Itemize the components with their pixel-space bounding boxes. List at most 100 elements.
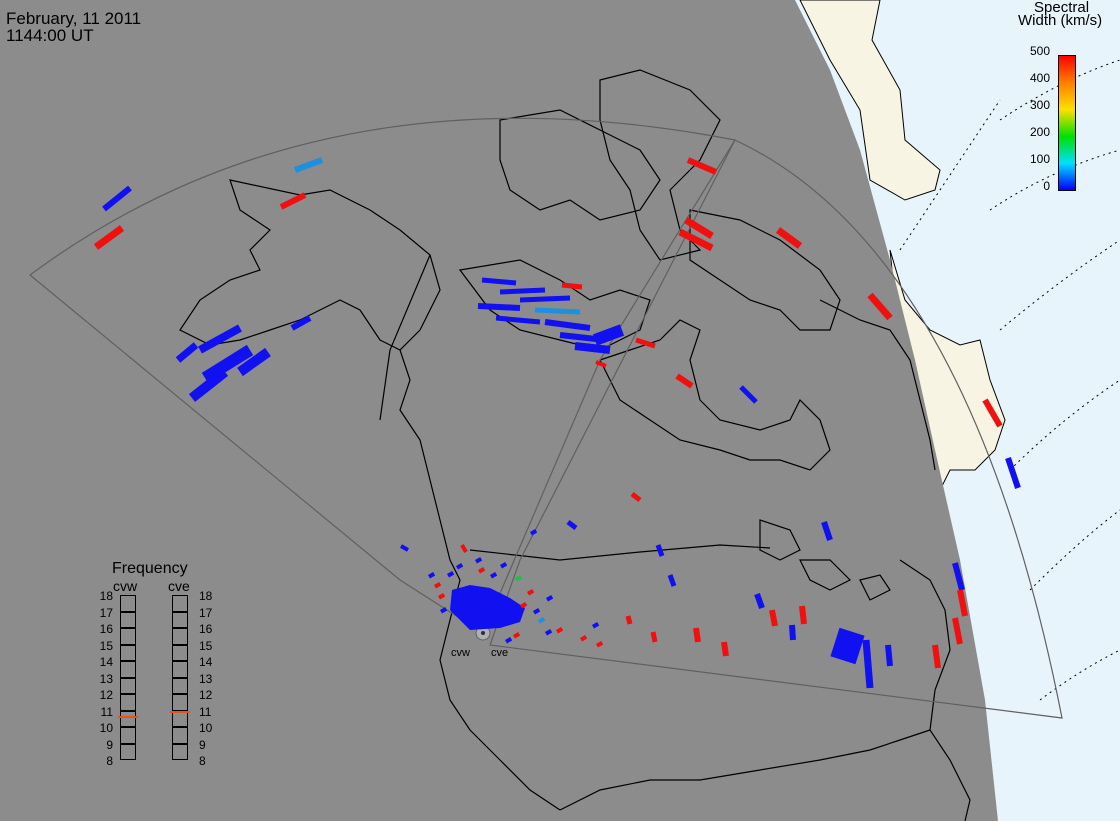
radar-echo (1005, 457, 1021, 489)
frequency-marker-cve (170, 711, 190, 714)
frequency-tick-left: 10 (99, 721, 113, 735)
frequency-tick-right: 8 (199, 754, 206, 768)
frequency-cell-cve (172, 628, 188, 645)
frequency-tick-left: 15 (99, 638, 113, 653)
radar-echo (201, 344, 254, 384)
frequency-cell-cve (172, 595, 188, 612)
frequency-tick-left: 11 (100, 704, 113, 719)
frequency-cell-cvw (120, 694, 136, 711)
frequency-tick-right: 12 (199, 688, 213, 702)
radar-echo (538, 617, 546, 624)
radar-echo (667, 574, 677, 587)
radar-echo (595, 360, 607, 368)
frequency-tick-right: 15 (199, 638, 213, 653)
colorbar-title-line1: Spectral (1034, 0, 1090, 16)
radar-echo (655, 544, 665, 557)
radar-echo (686, 157, 718, 175)
radar-echo (684, 217, 714, 239)
coastlines (179, 69, 971, 821)
frequency-cell-cvw (120, 677, 136, 694)
colorbar-tick: 0 (1043, 179, 1050, 193)
radar-echo (678, 228, 714, 252)
radar-echo (544, 319, 591, 331)
radar-echo (504, 637, 513, 644)
radar-echo (455, 563, 464, 570)
radar-echo (566, 520, 578, 530)
frequency-tick-left: 18 (99, 589, 113, 603)
radar-echo (675, 373, 694, 389)
radar-echo (885, 644, 893, 667)
cvw-fov (29, 117, 736, 634)
radar-echo (520, 602, 528, 609)
radar-echo (481, 277, 517, 286)
frequency-tick-left: 16 (99, 622, 113, 636)
radar-echo (499, 562, 508, 569)
frequency-cell-cve (172, 694, 188, 711)
radar-echo-fan (450, 585, 525, 630)
radar-echo (693, 627, 701, 643)
frequency-cell-cvw (120, 661, 136, 678)
radar-echoes (93, 157, 1021, 689)
frequency-tick-left: 17 (99, 605, 113, 620)
frequency-cell-cvw (120, 727, 136, 744)
radar-echo (533, 608, 541, 615)
radar-echo (400, 544, 409, 552)
radar-echo (789, 624, 796, 641)
radar-echo (721, 641, 729, 657)
radar-echo (592, 324, 625, 346)
radar-echo (957, 589, 968, 617)
frequency-cvw-label: cvw (113, 578, 138, 594)
radar-echo (477, 303, 521, 311)
radar-echo (862, 639, 874, 689)
frequency-tick-right: 16 (199, 622, 213, 636)
colorbar-title-line2: Width (km/s) (1018, 12, 1103, 29)
radar-echo (188, 368, 229, 402)
radar-echo (545, 629, 553, 636)
radar-echo (739, 385, 758, 404)
frequency-tick-right: 9 (199, 737, 206, 752)
radar-echo (982, 398, 1003, 428)
cve-fov (489, 139, 1063, 719)
radar-echo (198, 324, 242, 354)
frequency-tick-left: 13 (99, 671, 113, 686)
radar-label-cvw: cvw (451, 647, 470, 659)
radar-echo (754, 592, 765, 610)
frequency-cell-cve (172, 611, 188, 628)
date-label: February, 11 2011 (6, 9, 142, 28)
radar-echo (830, 627, 865, 665)
radar-echo (534, 307, 581, 315)
radar-echo (561, 282, 583, 290)
radar-echo (439, 607, 448, 614)
colorbar-tick: 300 (1029, 98, 1050, 112)
radar-echo (102, 185, 132, 212)
radar-echo (290, 315, 312, 331)
frequency-cell-cvw (120, 628, 136, 645)
radar-echo (446, 571, 455, 578)
radar-echo (556, 627, 564, 634)
radar-echo (489, 572, 498, 579)
frequency-tick-right: 14 (199, 655, 213, 669)
frequency-tick-right: 18 (199, 589, 213, 603)
frequency-title: Frequency (112, 560, 188, 577)
graticule (899, 59, 1120, 701)
colorbar-tick: 400 (1029, 71, 1050, 85)
frequency-cell-cve (172, 710, 188, 727)
radar-echo (530, 529, 538, 536)
colorbar (1058, 55, 1076, 191)
frequency-cell-cvw (120, 644, 136, 661)
radar-echo (527, 589, 535, 596)
radar-echo (438, 593, 446, 600)
frequency-tick-right: 10 (199, 721, 213, 735)
frequency-cell-cvw (120, 710, 136, 727)
radar-echo (952, 562, 965, 591)
frequency-tick-right: 11 (199, 704, 212, 719)
frequency-cell-cve (172, 661, 188, 678)
frequency-tick-right: 13 (199, 671, 213, 686)
radar-site-center (481, 631, 485, 635)
frequency-marker-cvw (118, 716, 138, 719)
radar-echo (513, 632, 521, 639)
radar-echo (477, 567, 486, 574)
colorbar-tick: 100 (1029, 152, 1050, 166)
frequency-cell-cvw (120, 611, 136, 628)
